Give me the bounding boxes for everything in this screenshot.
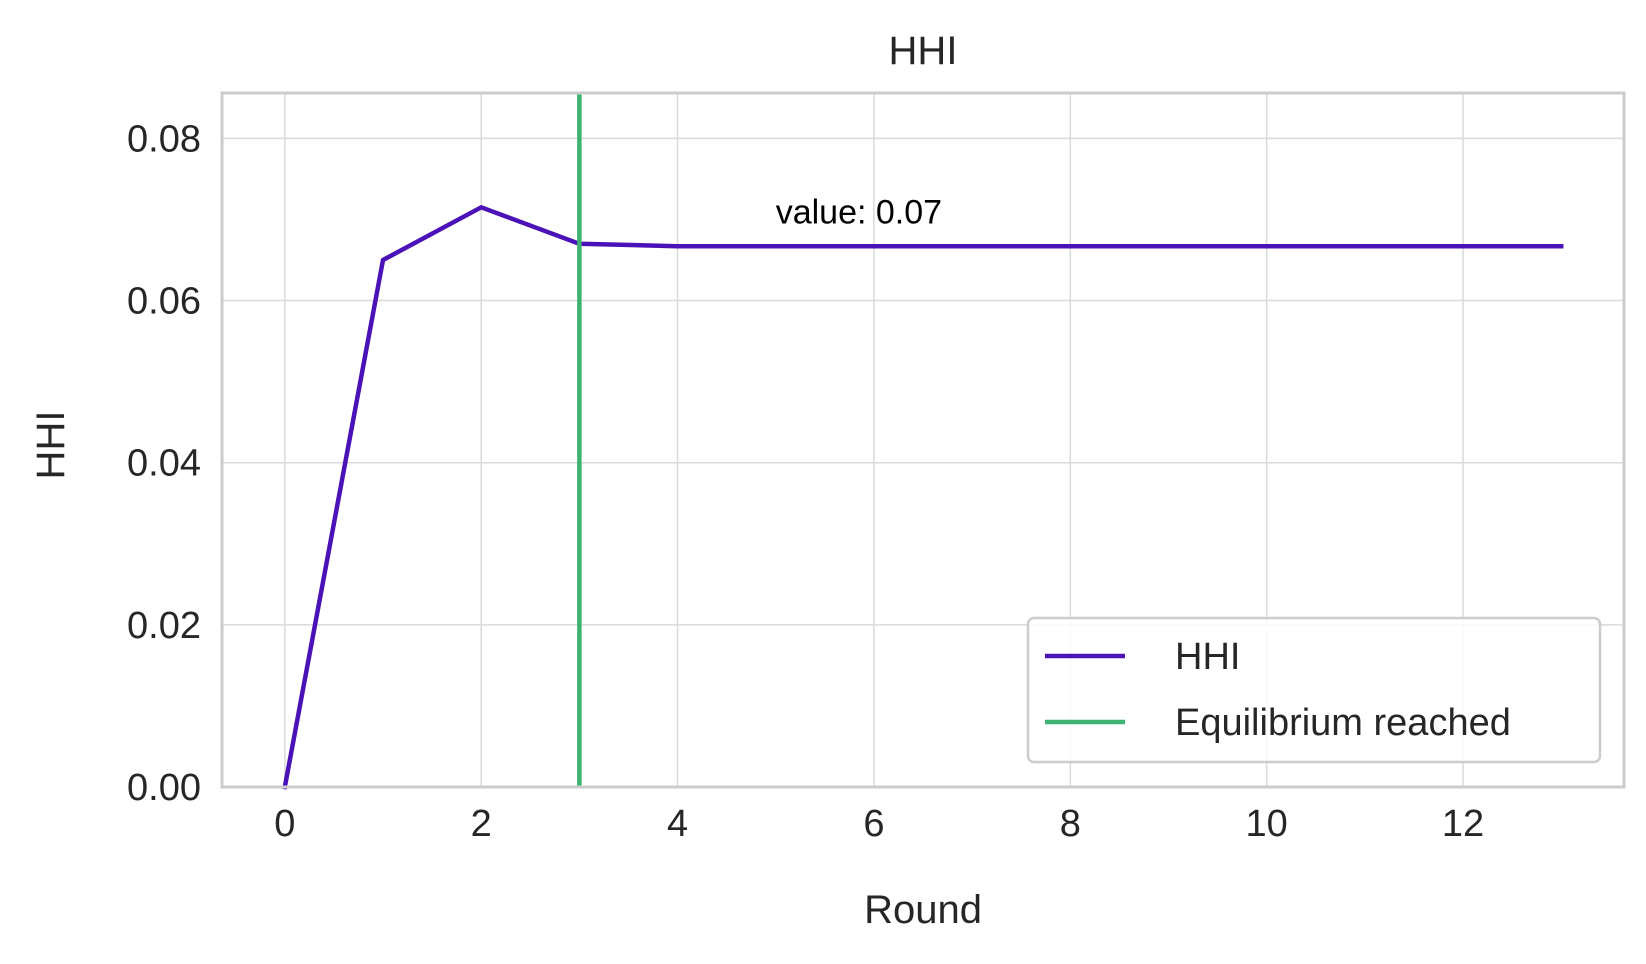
series-line-hhi xyxy=(282,205,1564,790)
y-tick-label: 0.06 xyxy=(127,281,201,323)
x-tick-label: 4 xyxy=(667,803,688,845)
x-tick-label: 8 xyxy=(1060,803,1081,845)
annotations: value: 0.07 xyxy=(776,194,942,232)
x-tick-label: 10 xyxy=(1245,803,1287,845)
chart-title: HHI xyxy=(889,29,958,73)
grid-lines xyxy=(222,93,1624,788)
legend: HHI Equilibrium reached xyxy=(1026,616,1602,764)
y-axis-label: HHI xyxy=(29,411,73,480)
axes-border xyxy=(220,91,1626,789)
x-tick-label: 2 xyxy=(471,803,492,845)
legend-label-equilibrium: Equilibrium reached xyxy=(1175,702,1511,744)
series-layer xyxy=(282,93,1564,790)
x-axis-label: Round xyxy=(864,888,982,932)
legend-label-hhi: HHI xyxy=(1175,636,1240,678)
value-annotation: value: 0.07 xyxy=(776,194,942,232)
x-tick-label: 12 xyxy=(1442,803,1484,845)
plot-frame xyxy=(220,91,1626,789)
x-tick-label: 0 xyxy=(274,803,295,845)
legend-box xyxy=(1026,616,1602,764)
tick-labels: 0 2 4 6 8 10 12 0.00 0.02 0.04 0.06 0.08 xyxy=(127,118,1484,845)
y-tick-label: 0.02 xyxy=(127,605,201,647)
y-tick-label: 0.08 xyxy=(127,118,201,160)
y-tick-label: 0.04 xyxy=(127,443,201,485)
y-tick-label: 0.00 xyxy=(127,767,201,809)
x-tick-label: 6 xyxy=(863,803,884,845)
